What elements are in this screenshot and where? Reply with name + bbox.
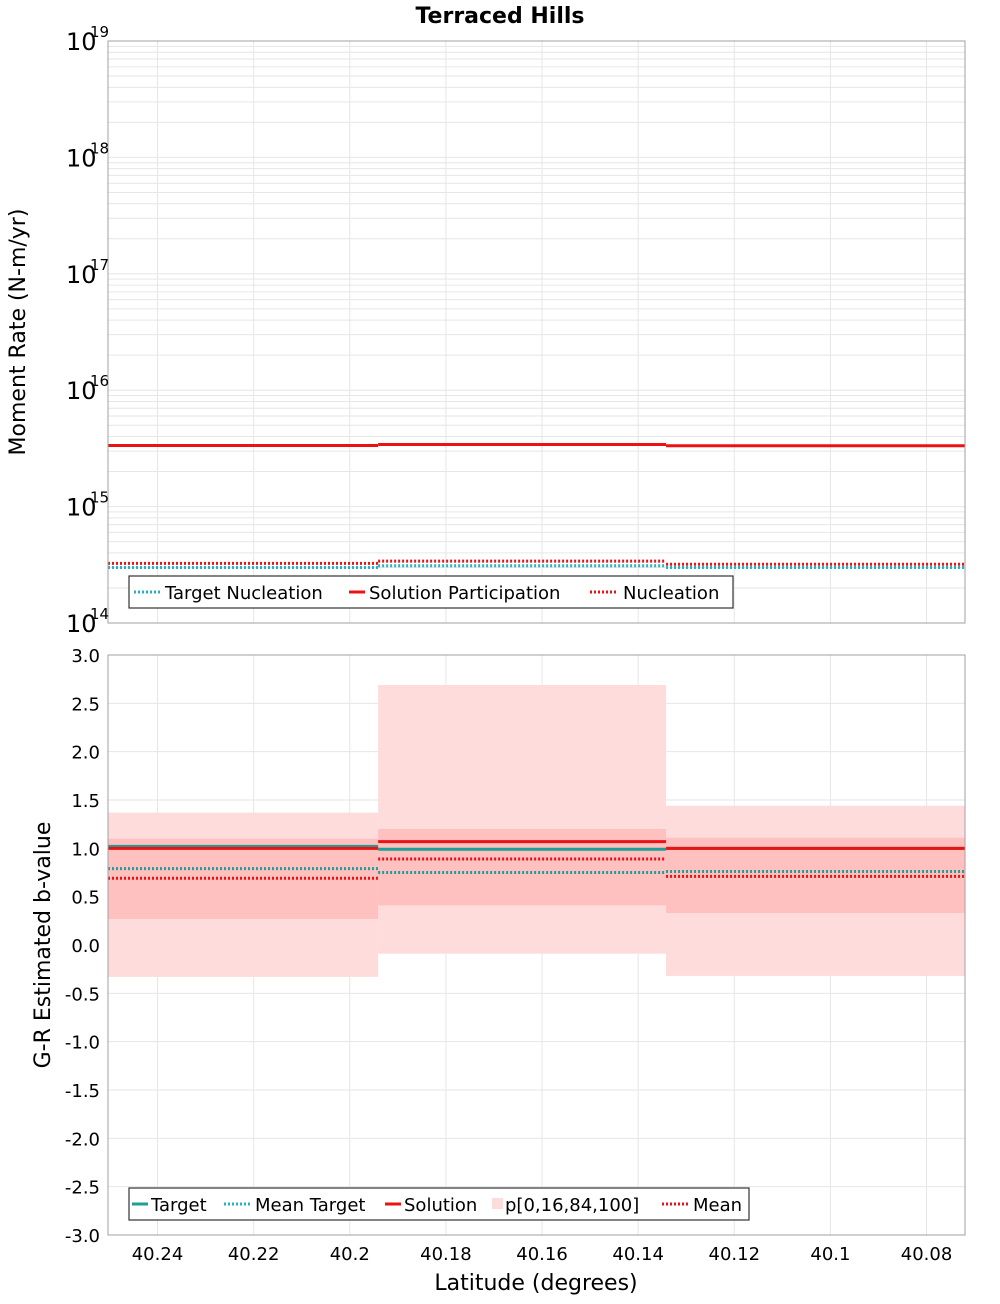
percentile-band bbox=[378, 684, 667, 954]
y-tick-exponent: 19 bbox=[90, 23, 109, 41]
x-tick-label: 40.16 bbox=[516, 1244, 568, 1265]
series-bottom bbox=[108, 840, 965, 880]
y-tick-label: 0.0 bbox=[71, 936, 100, 957]
y-tick-exponent: 16 bbox=[90, 372, 109, 390]
legend-top: Target Nucleation Solution Participation… bbox=[128, 575, 734, 609]
y-axis-label-top: Moment Rate (N-m/yr) bbox=[6, 209, 31, 456]
x-tick-label: 40.12 bbox=[709, 1244, 761, 1265]
y-tick-label: 10 bbox=[66, 494, 97, 522]
y-tick-label: 2.0 bbox=[71, 743, 100, 764]
legend-swatch-percentiles bbox=[492, 1198, 503, 1209]
y-tick-label: 0.5 bbox=[71, 888, 100, 909]
y-tick-label: -2.0 bbox=[65, 1129, 100, 1150]
x-tick-label: 40.08 bbox=[901, 1244, 953, 1265]
legend-label-mean-target: Mean Target bbox=[255, 1195, 365, 1216]
y-tick-label: 10 bbox=[66, 610, 97, 638]
x-tick-label: 40.1 bbox=[810, 1244, 850, 1265]
y-tick-exponent: 18 bbox=[90, 139, 109, 157]
y-tick-label: 1.5 bbox=[71, 791, 100, 812]
y-tick-label: 10 bbox=[66, 261, 97, 289]
y-tick-exponent: 17 bbox=[90, 256, 109, 274]
b-value-panel: -3.0 -2.5 -2.0 -1.5 -1.0 -0.5 0.0 0.5 1.0 1.5 2.0 2… bbox=[31, 646, 966, 1296]
x-tick-label: 40.14 bbox=[612, 1244, 664, 1265]
y-tick-label: 10 bbox=[66, 377, 97, 405]
x-tick-label: 40.22 bbox=[228, 1244, 280, 1265]
y-tick-label: 10 bbox=[66, 144, 97, 172]
y-tick-label: 3.0 bbox=[71, 646, 100, 667]
y-axis-label-bottom: G-R Estimated b-value bbox=[31, 822, 56, 1069]
chart-title: Terraced Hills bbox=[415, 4, 584, 29]
frame-bottom bbox=[107, 654, 966, 1236]
y-tick-label: -0.5 bbox=[65, 984, 100, 1005]
y-ticks-bottom: -3.0 -2.5 -2.0 -1.5 -1.0 -0.5 0.0 0.5 1.0 1.5 2.0 2… bbox=[65, 646, 100, 1247]
y-tick-exponent: 14 bbox=[90, 605, 109, 623]
legend-label-solution: Solution bbox=[404, 1195, 477, 1216]
x-tick-label: 40.18 bbox=[420, 1244, 472, 1265]
legend-label-mean: Mean bbox=[693, 1195, 742, 1216]
grid-top bbox=[108, 40, 965, 624]
legend-label-target-nucleation: Target Nucleation bbox=[164, 583, 323, 604]
legend-label-target: Target bbox=[150, 1195, 207, 1216]
x-tick-label: 40.2 bbox=[330, 1244, 370, 1265]
x-axis-label: Latitude (degrees) bbox=[434, 1271, 637, 1296]
y-tick-label: 1.0 bbox=[71, 839, 100, 860]
y-tick-label: 2.5 bbox=[71, 694, 100, 715]
legend-label-percentiles: p[0,16,84,100] bbox=[505, 1195, 639, 1216]
legend-box-top bbox=[128, 575, 734, 609]
legend-label-solution-participation: Solution Participation bbox=[369, 583, 560, 604]
plot-area-top bbox=[108, 41, 965, 623]
y-tick-label: -1.5 bbox=[65, 1081, 100, 1102]
legend-label-nucleation: Nucleation bbox=[623, 583, 719, 604]
x-tick-label: 40.24 bbox=[132, 1244, 184, 1265]
x-ticks-bottom: 40.24 40.22 40.2 40.18 40.16 40.14 40.12 40.1 40… bbox=[132, 1244, 953, 1265]
y-tick-label: -1.0 bbox=[65, 1033, 100, 1054]
series-top bbox=[108, 442, 965, 569]
y-tick-exponent: 15 bbox=[90, 489, 109, 507]
frame-top bbox=[107, 40, 966, 624]
y-tick-label: -3.0 bbox=[65, 1226, 100, 1247]
y-tick-label: 10 bbox=[66, 28, 97, 56]
legend-bottom: Target Mean Target Solution p[0,16,84,10… bbox=[128, 1187, 750, 1221]
y-tick-label: -2.5 bbox=[65, 1178, 100, 1199]
